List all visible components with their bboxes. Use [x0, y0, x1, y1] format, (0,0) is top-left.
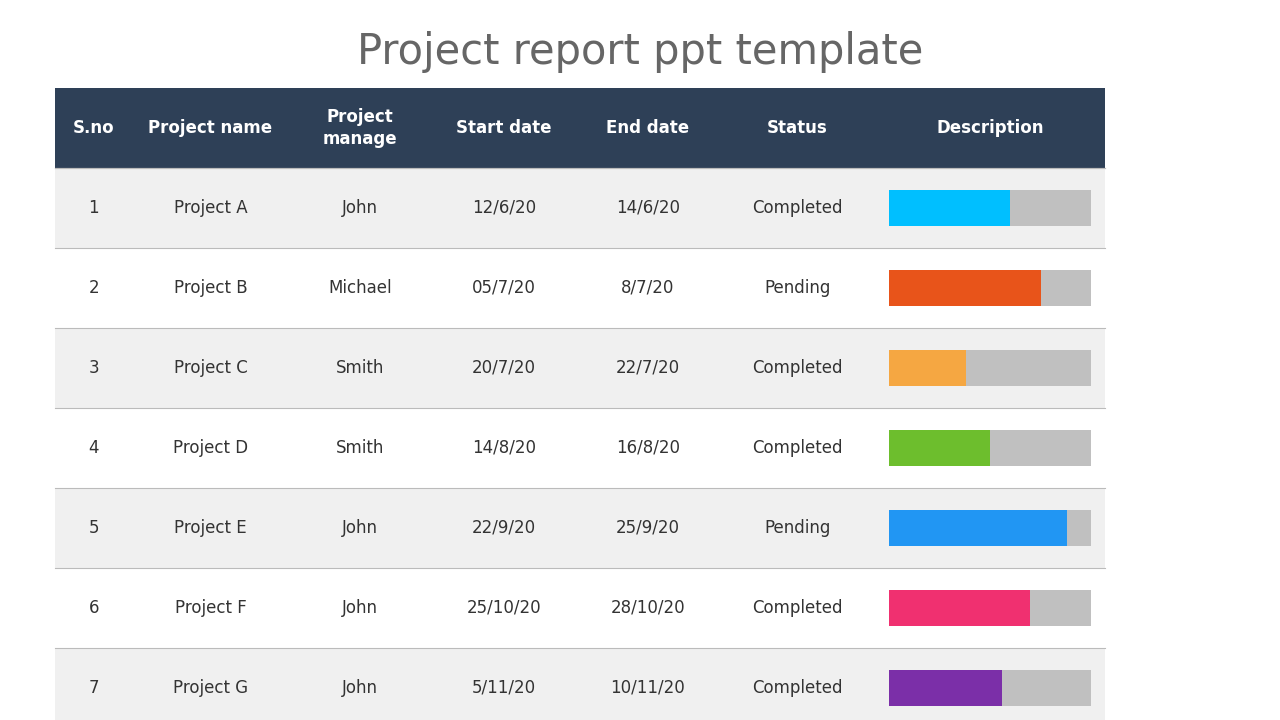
Text: Pending: Pending — [764, 519, 831, 537]
Bar — [888, 190, 1092, 225]
Text: S.no: S.no — [73, 119, 115, 137]
Bar — [431, 88, 576, 168]
Text: Status: Status — [767, 119, 828, 137]
Text: Completed: Completed — [753, 199, 842, 217]
Bar — [55, 648, 1105, 720]
Bar — [888, 351, 1092, 386]
Bar — [719, 88, 876, 168]
Bar — [55, 568, 1105, 648]
Text: 5: 5 — [88, 519, 99, 537]
Text: 10/11/20: 10/11/20 — [611, 679, 685, 697]
Text: 2: 2 — [88, 279, 99, 297]
Bar — [576, 88, 719, 168]
Text: 1: 1 — [88, 199, 99, 217]
Text: Project G: Project G — [173, 679, 248, 697]
Text: 20/7/20: 20/7/20 — [472, 359, 536, 377]
Bar — [55, 328, 1105, 408]
Text: 7: 7 — [88, 679, 99, 697]
Bar — [876, 88, 1105, 168]
Text: Project
manage: Project manage — [323, 108, 397, 148]
Text: Description: Description — [936, 119, 1043, 137]
Text: Project A: Project A — [174, 199, 247, 217]
Text: Project C: Project C — [174, 359, 247, 377]
Text: Pending: Pending — [764, 279, 831, 297]
Bar — [888, 271, 1092, 305]
Text: John: John — [342, 199, 378, 217]
Bar — [888, 510, 1068, 546]
Text: Michael: Michael — [328, 279, 392, 297]
Text: 12/6/20: 12/6/20 — [472, 199, 536, 217]
Text: 8/7/20: 8/7/20 — [621, 279, 675, 297]
Bar — [888, 351, 965, 386]
Text: Project D: Project D — [173, 439, 248, 457]
Text: Project name: Project name — [148, 119, 273, 137]
Bar — [133, 88, 288, 168]
Text: 28/10/20: 28/10/20 — [611, 599, 685, 617]
Bar — [888, 510, 1092, 546]
Bar — [888, 190, 1010, 225]
Text: Project report ppt template: Project report ppt template — [357, 31, 923, 73]
Text: 16/8/20: 16/8/20 — [616, 439, 680, 457]
Text: Project E: Project E — [174, 519, 247, 537]
Text: John: John — [342, 599, 378, 617]
Bar — [55, 168, 1105, 248]
Text: 25/9/20: 25/9/20 — [616, 519, 680, 537]
Text: 05/7/20: 05/7/20 — [472, 279, 536, 297]
Text: End date: End date — [607, 119, 690, 137]
Bar — [888, 431, 989, 466]
Bar — [888, 670, 1002, 706]
Bar — [888, 431, 1092, 466]
Text: 14/6/20: 14/6/20 — [616, 199, 680, 217]
Text: 25/10/20: 25/10/20 — [467, 599, 541, 617]
Text: Completed: Completed — [753, 359, 842, 377]
Text: 4: 4 — [88, 439, 99, 457]
Bar — [55, 488, 1105, 568]
Bar — [888, 271, 1041, 305]
Text: 14/8/20: 14/8/20 — [472, 439, 536, 457]
Bar — [288, 88, 431, 168]
Bar — [55, 248, 1105, 328]
Text: Completed: Completed — [753, 439, 842, 457]
Text: John: John — [342, 519, 378, 537]
Text: 3: 3 — [88, 359, 99, 377]
Bar — [888, 670, 1092, 706]
Text: 5/11/20: 5/11/20 — [472, 679, 536, 697]
Text: 22/7/20: 22/7/20 — [616, 359, 680, 377]
Text: Start date: Start date — [456, 119, 552, 137]
Text: Project F: Project F — [174, 599, 246, 617]
Text: Project B: Project B — [174, 279, 247, 297]
Text: Smith: Smith — [335, 359, 384, 377]
Text: Completed: Completed — [753, 679, 842, 697]
Text: Smith: Smith — [335, 439, 384, 457]
Bar — [55, 88, 133, 168]
Text: Completed: Completed — [753, 599, 842, 617]
Text: John: John — [342, 679, 378, 697]
Bar — [55, 408, 1105, 488]
Text: 6: 6 — [88, 599, 99, 617]
Bar — [888, 590, 1030, 626]
Text: 22/9/20: 22/9/20 — [472, 519, 536, 537]
Bar — [888, 590, 1092, 626]
